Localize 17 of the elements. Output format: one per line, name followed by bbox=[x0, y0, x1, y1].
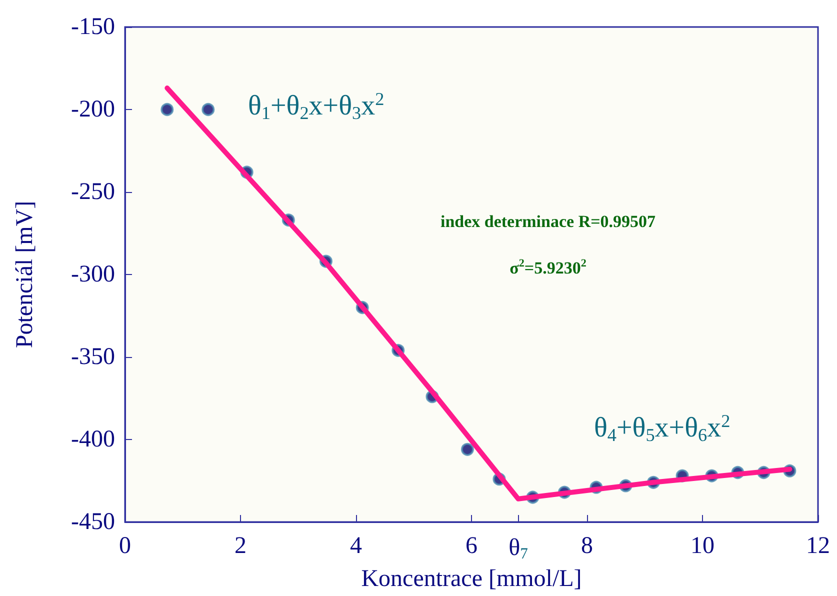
y-tick-label: -250 bbox=[71, 179, 115, 205]
x-tick-label: 12 bbox=[806, 533, 830, 559]
y-axis-title: Potenciál [mV] bbox=[12, 200, 38, 348]
y-tick-label: -150 bbox=[71, 14, 115, 40]
y-tick-label: -350 bbox=[71, 344, 115, 370]
x-tick-label: 6 bbox=[466, 533, 478, 559]
y-tick-label: -400 bbox=[71, 426, 115, 452]
x-tick-label: 0 bbox=[119, 533, 131, 559]
x-tick-label: 2 bbox=[234, 533, 246, 559]
y-tick-label: -300 bbox=[71, 262, 115, 288]
y-tick-label: -200 bbox=[71, 96, 115, 122]
annotation: index determinace R=0.99507 bbox=[440, 212, 656, 231]
x-tick-label: 8 bbox=[581, 533, 593, 559]
x-axis-title: Koncentrace [mmol/L] bbox=[361, 566, 582, 592]
x-tick-label: 10 bbox=[690, 533, 714, 559]
y-tick-label: -450 bbox=[71, 509, 115, 535]
x-tick-label: 4 bbox=[350, 533, 362, 559]
